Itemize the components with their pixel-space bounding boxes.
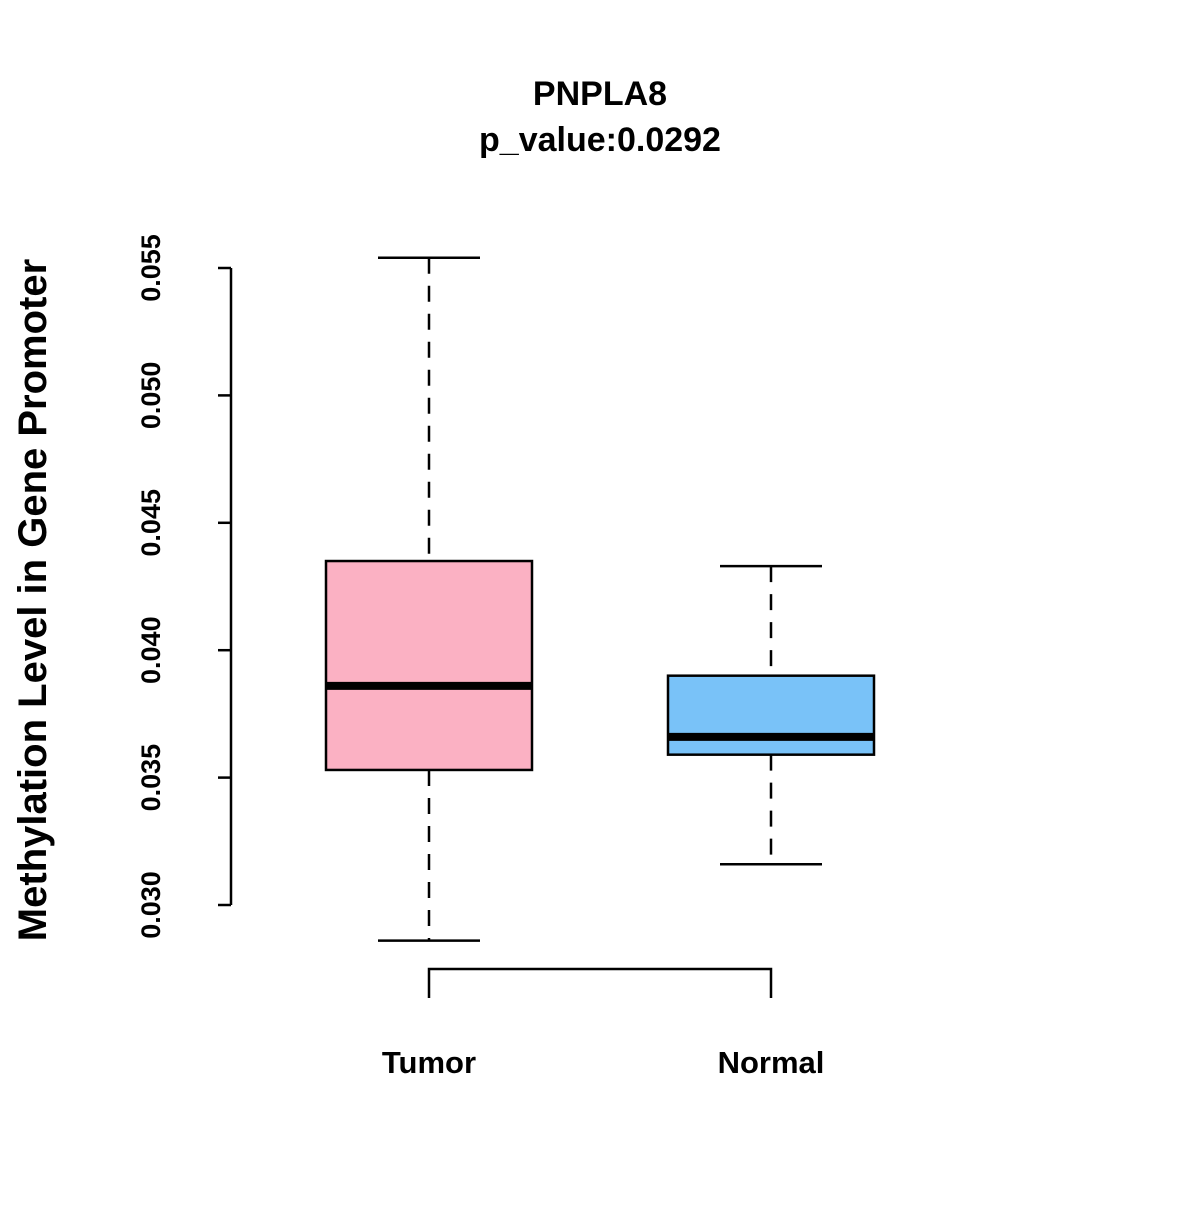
box-normal <box>666 564 876 866</box>
y-tick-label: 0.055 <box>136 234 166 302</box>
y-axis-label: Methylation Level in Gene Promoter <box>11 259 55 941</box>
y-tick-label: 0.045 <box>136 489 166 557</box>
boxes <box>324 256 876 942</box>
y-axis: 0.030 0.035 0.040 0.045 0.050 0.055 <box>136 234 233 939</box>
x-label-tumor: Tumor <box>382 1045 476 1080</box>
bracket-line <box>427 967 773 998</box>
y-tick-label: 0.040 <box>136 616 166 684</box>
chart-subtitle: p_value:0.0292 <box>479 121 721 159</box>
box-tumor <box>324 256 534 942</box>
y-tick-label: 0.030 <box>136 871 166 939</box>
chart-title: PNPLA8 <box>533 75 667 113</box>
y-tick-label: 0.050 <box>136 362 166 430</box>
iqr-box <box>324 559 534 772</box>
x-axis-labels: Tumor Normal <box>382 1045 824 1080</box>
significance-bracket <box>427 967 773 998</box>
x-label-normal: Normal <box>718 1045 825 1080</box>
iqr-box <box>666 674 876 756</box>
y-tick-label: 0.035 <box>136 744 166 812</box>
